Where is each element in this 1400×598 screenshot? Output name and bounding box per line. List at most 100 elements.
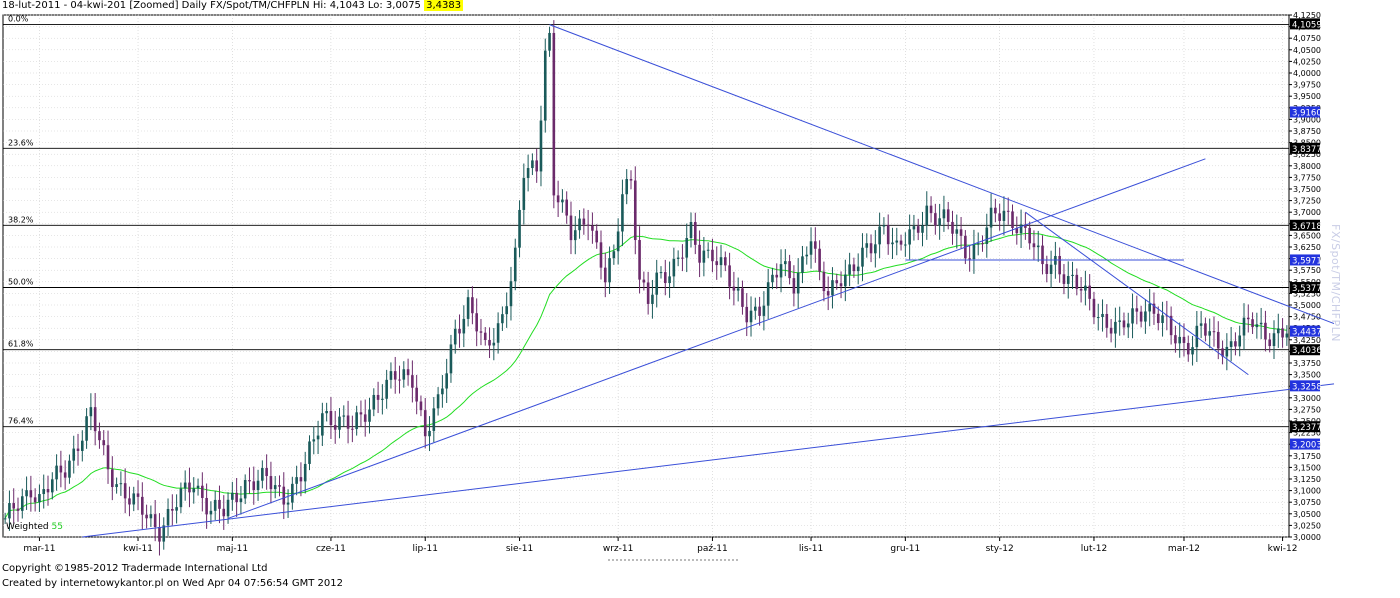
y-tick-label: 3,7750 — [1293, 173, 1321, 182]
candle-body — [1264, 322, 1267, 340]
candle-body — [171, 508, 174, 511]
candle-body — [1281, 328, 1284, 338]
scroll-dot — [616, 559, 618, 561]
candle-body — [59, 465, 63, 473]
candle-body — [25, 490, 28, 497]
candle-body — [921, 225, 924, 233]
candle-body — [102, 440, 106, 446]
y-tick-label: 3,2250 — [1293, 429, 1321, 438]
candle-body — [934, 213, 937, 226]
candle-body — [475, 313, 478, 332]
scroll-dot — [624, 559, 626, 561]
candle-body — [659, 272, 663, 274]
y-tick-label: 3,8250 — [1293, 150, 1321, 159]
candle-body — [3, 518, 7, 520]
y-tick-label: 3,0750 — [1293, 498, 1321, 507]
candle-body — [603, 267, 607, 283]
candle-body — [599, 242, 603, 268]
candle-body — [612, 251, 616, 259]
candle-body — [766, 282, 770, 306]
y-tick-label: 4,0250 — [1293, 57, 1321, 66]
candle-body — [226, 499, 230, 517]
y-tick-label: 4,1250 — [1293, 11, 1321, 20]
candle-body — [668, 276, 671, 284]
price-tag-label: 3,5377 — [1292, 284, 1322, 294]
candle-body — [1156, 313, 1160, 324]
candle-body — [951, 221, 954, 234]
y-tick-label: 3,6500 — [1293, 231, 1321, 240]
instrument-description: [Zoomed] Daily FX/Spot/TM/CHFPLN Hi: 4,1… — [129, 0, 421, 11]
candle-body — [1204, 323, 1207, 336]
candle-body — [256, 480, 260, 491]
candle-body — [179, 488, 183, 508]
candle-body — [1045, 264, 1049, 274]
y-tick-label: 3,3000 — [1293, 394, 1321, 403]
y-tick-label: 3,6250 — [1293, 243, 1321, 252]
fibonacci-level-label: 0.0% — [8, 15, 29, 24]
candle-body — [1259, 322, 1263, 325]
candle-body — [42, 489, 46, 495]
candle-body — [1118, 320, 1121, 322]
scroll-dot — [720, 559, 722, 561]
candle-body — [162, 525, 166, 542]
candle-body — [393, 371, 397, 380]
candle-body — [68, 460, 71, 478]
candle-body — [796, 272, 800, 294]
candle-body — [8, 503, 11, 519]
y-tick-label: 3,3750 — [1293, 359, 1321, 368]
y-tick-label: 3,0250 — [1293, 521, 1321, 530]
candle-body — [363, 414, 367, 422]
x-tick-label: lut-12 — [1081, 544, 1107, 554]
candle-body — [895, 240, 899, 243]
candle-body — [1182, 336, 1186, 343]
y-tick-label: 3,3500 — [1293, 371, 1321, 380]
candle-body — [106, 445, 110, 470]
candle-body — [582, 218, 586, 225]
candle-body — [1255, 324, 1259, 328]
trendline — [1025, 211, 1249, 376]
candle-body — [916, 226, 920, 233]
candle-body — [706, 249, 710, 251]
candle-body — [321, 413, 324, 436]
candle-body — [291, 483, 294, 503]
scroll-dot — [608, 559, 610, 561]
candle-body — [423, 410, 427, 437]
indicator-label: Weighted 55 — [6, 522, 63, 532]
scroll-dot — [648, 559, 650, 561]
candle-body — [235, 492, 238, 503]
trendline — [227, 158, 1206, 519]
candle-body — [1272, 333, 1276, 347]
candle-body — [46, 489, 50, 493]
scroll-dot — [700, 559, 702, 561]
trendline — [549, 24, 1335, 325]
candle-body — [265, 468, 268, 477]
candle-body — [1285, 333, 1289, 338]
y-tick-label: 3,1000 — [1293, 487, 1321, 496]
candle-body — [1058, 255, 1061, 275]
candle-body — [63, 472, 67, 478]
x-tick-label: wrz-11 — [603, 544, 634, 554]
candle-body — [732, 286, 736, 291]
candle-body — [1195, 325, 1199, 348]
candle-body — [333, 425, 337, 430]
candle-body — [1015, 228, 1019, 234]
candle-body — [453, 328, 457, 345]
candle-body — [856, 266, 860, 272]
candle-body — [513, 247, 517, 282]
candle-body — [273, 485, 277, 490]
candle-body — [629, 179, 633, 181]
candle-body — [1135, 308, 1139, 312]
candle-body — [998, 213, 1001, 221]
candle-body — [809, 241, 813, 255]
candle-body — [368, 409, 371, 422]
y-tick-label: 4,0750 — [1293, 34, 1321, 43]
candle-body — [1036, 245, 1040, 248]
candle-body — [316, 435, 320, 440]
scroll-dot — [696, 559, 698, 561]
candle-body — [1109, 327, 1113, 334]
price-tag-label: 3,4437 — [1292, 328, 1322, 338]
candle-body — [338, 416, 341, 430]
scroll-dot — [688, 559, 690, 561]
candle-body — [621, 194, 624, 232]
